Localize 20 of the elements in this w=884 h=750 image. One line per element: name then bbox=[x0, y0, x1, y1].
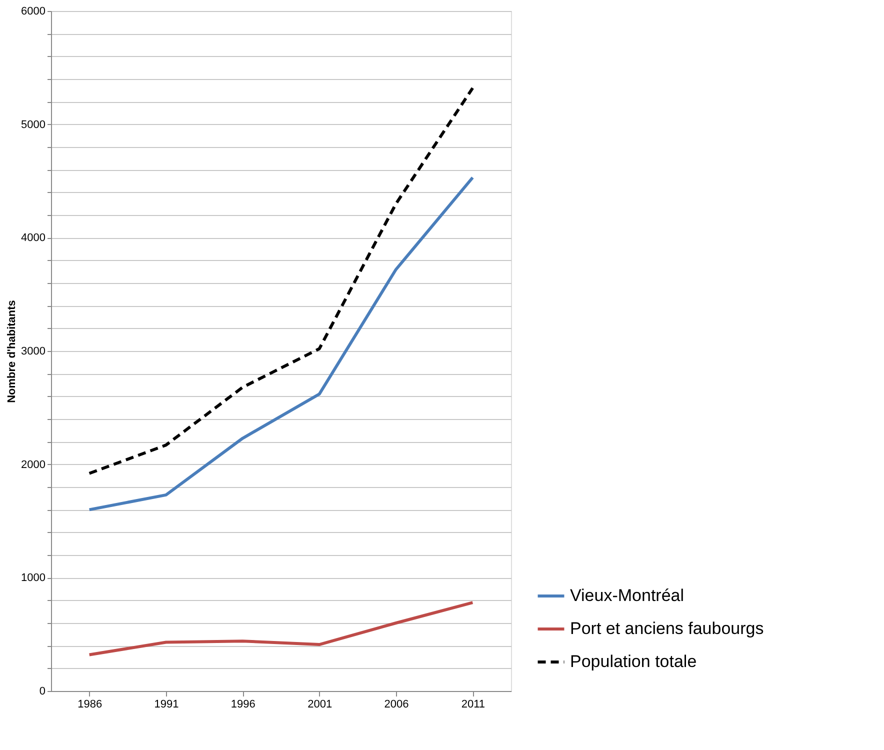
x-tick-label: 1986 bbox=[78, 698, 102, 710]
legend-label: Port et anciens faubourgs bbox=[570, 619, 764, 638]
y-tick-label: 5000 bbox=[21, 118, 46, 131]
line-series bbox=[88, 601, 474, 656]
x-tick-label: 2006 bbox=[384, 698, 409, 710]
legend-label: Population totale bbox=[570, 652, 697, 671]
x-tick-label: 1991 bbox=[154, 698, 179, 710]
y-tick-label: 2000 bbox=[21, 458, 46, 471]
x-tick-label: 2011 bbox=[461, 698, 485, 710]
y-axis-title: Nombre d'habitants bbox=[6, 300, 18, 403]
legend-label: Vieux-Montréal bbox=[570, 586, 684, 605]
y-tick-label: 0 bbox=[39, 686, 46, 698]
y-tick-label: 6000 bbox=[21, 6, 46, 18]
x-tick-label: 1996 bbox=[230, 698, 256, 710]
y-tick-label: 3000 bbox=[21, 346, 46, 358]
x-tick-label: 2001 bbox=[308, 698, 332, 710]
line-series bbox=[88, 86, 474, 475]
line-series bbox=[88, 176, 474, 512]
y-tick-label: 4000 bbox=[21, 232, 46, 244]
y-tick-label: 1000 bbox=[21, 572, 46, 584]
